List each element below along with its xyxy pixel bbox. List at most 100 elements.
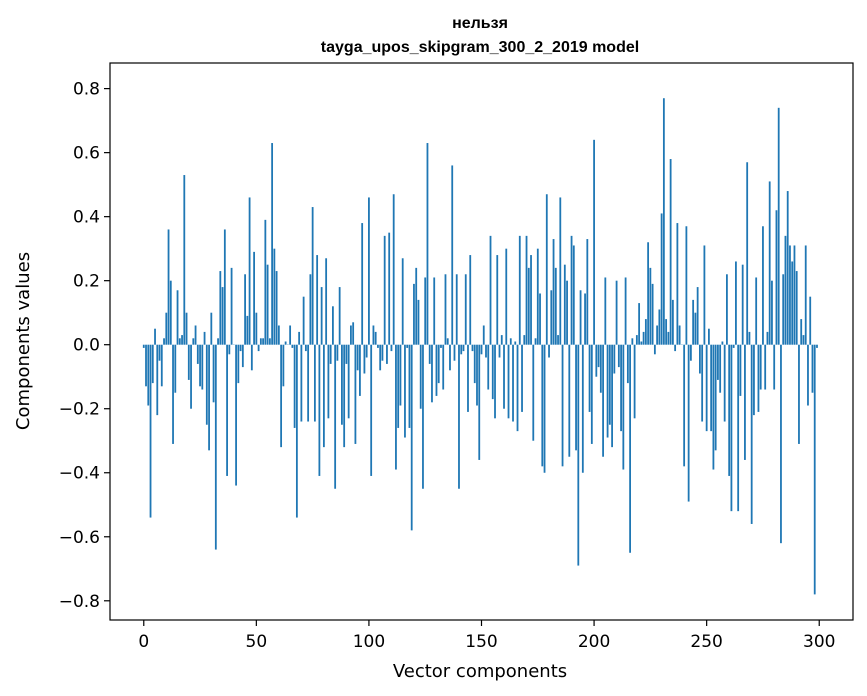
bar-55 bbox=[266, 264, 269, 345]
bar-266 bbox=[741, 264, 744, 345]
bar-203 bbox=[599, 344, 602, 393]
bar-267 bbox=[744, 344, 746, 460]
bar-275 bbox=[762, 226, 764, 345]
bar-224 bbox=[647, 242, 650, 345]
bar-166 bbox=[516, 344, 519, 432]
bar-0 bbox=[142, 344, 145, 348]
bar-286 bbox=[786, 191, 789, 345]
bar-115 bbox=[401, 258, 404, 345]
bar-297 bbox=[811, 344, 814, 393]
bar-124 bbox=[422, 344, 424, 489]
bar-299 bbox=[816, 344, 818, 348]
bar-202 bbox=[597, 344, 600, 368]
bar-180 bbox=[548, 344, 550, 358]
x-axis-label: Vector components bbox=[393, 661, 567, 682]
bar-242 bbox=[687, 344, 690, 502]
bar-281 bbox=[775, 210, 778, 345]
bar-163 bbox=[509, 338, 512, 345]
bar-26 bbox=[201, 344, 204, 390]
bar-293 bbox=[802, 335, 805, 345]
bar-230 bbox=[660, 213, 663, 345]
bar-279 bbox=[771, 280, 773, 345]
bar-204 bbox=[602, 344, 604, 457]
bar-35 bbox=[221, 287, 224, 345]
x-axis-ticks: 0 50 100 150 200 250 300 bbox=[138, 620, 835, 652]
bar-74 bbox=[309, 274, 312, 345]
bar-126 bbox=[426, 143, 429, 345]
bar-156 bbox=[494, 344, 496, 419]
bar-164 bbox=[512, 344, 514, 422]
bar-298 bbox=[813, 344, 816, 595]
bar-243 bbox=[689, 344, 692, 361]
bar-192 bbox=[575, 344, 577, 451]
bar-22 bbox=[192, 338, 195, 345]
bar-263 bbox=[735, 261, 737, 345]
bar-51 bbox=[257, 344, 260, 352]
bar-89 bbox=[343, 344, 346, 448]
bar-135 bbox=[446, 338, 449, 345]
bar-226 bbox=[651, 283, 654, 345]
bar-42 bbox=[237, 344, 240, 384]
bar-222 bbox=[642, 331, 645, 345]
bar-195 bbox=[581, 344, 584, 473]
y-tick-label: −0.8 bbox=[59, 592, 100, 612]
bar-256 bbox=[719, 344, 722, 393]
bar-177 bbox=[541, 344, 544, 467]
bar-70 bbox=[300, 344, 303, 422]
bar-101 bbox=[370, 344, 373, 476]
bar-43 bbox=[239, 344, 242, 352]
bar-146 bbox=[471, 344, 474, 352]
bar-260 bbox=[728, 344, 731, 476]
bar-108 bbox=[386, 344, 388, 364]
bar-264 bbox=[737, 344, 740, 512]
bar-136 bbox=[449, 344, 451, 371]
y-axis-ticks: −0.8 −0.6 −0.4 −0.2 0.0 0.2 0.4 0.6 0.8 bbox=[59, 80, 110, 612]
bar-6 bbox=[156, 344, 159, 416]
bar-123 bbox=[419, 344, 422, 409]
bar-38 bbox=[228, 344, 231, 355]
bar-216 bbox=[629, 344, 631, 553]
bar-78 bbox=[318, 344, 321, 476]
bar-189 bbox=[568, 344, 571, 457]
bar-233 bbox=[667, 331, 670, 345]
bar-68 bbox=[295, 344, 298, 518]
x-tick-label: 50 bbox=[246, 632, 268, 652]
bar-49 bbox=[253, 251, 255, 345]
bar-219 bbox=[635, 335, 638, 345]
bar-280 bbox=[773, 344, 776, 390]
bar-28 bbox=[205, 344, 208, 425]
bar-167 bbox=[518, 235, 521, 345]
bar-12 bbox=[169, 280, 172, 345]
bar-30 bbox=[210, 312, 213, 345]
bar-229 bbox=[658, 309, 661, 345]
bar-198 bbox=[588, 344, 591, 412]
bar-24 bbox=[196, 344, 199, 364]
bar-33 bbox=[217, 338, 219, 345]
bar-231 bbox=[662, 98, 665, 345]
bar-20 bbox=[187, 344, 190, 380]
bar-127 bbox=[428, 344, 431, 364]
bar-186 bbox=[561, 344, 564, 467]
bar-193 bbox=[577, 344, 580, 566]
x-tick-label: 100 bbox=[353, 632, 385, 652]
bar-265 bbox=[739, 344, 742, 396]
bar-249 bbox=[703, 245, 706, 345]
bar-87 bbox=[338, 287, 341, 345]
bar-134 bbox=[444, 274, 447, 345]
bar-132 bbox=[440, 344, 442, 348]
bar-232 bbox=[665, 319, 668, 345]
bar-52 bbox=[259, 338, 262, 345]
bar-32 bbox=[214, 344, 217, 550]
bar-31 bbox=[212, 344, 215, 403]
bar-162 bbox=[507, 344, 510, 419]
bar-76 bbox=[313, 344, 316, 422]
bar-117 bbox=[406, 344, 409, 348]
bar-274 bbox=[759, 344, 762, 390]
bar-18 bbox=[183, 175, 186, 345]
bar-138 bbox=[453, 344, 456, 361]
bar-75 bbox=[311, 207, 314, 345]
bar-19 bbox=[185, 312, 188, 345]
bar-118 bbox=[408, 344, 411, 428]
bar-251 bbox=[708, 328, 710, 345]
bar-23 bbox=[194, 325, 197, 345]
